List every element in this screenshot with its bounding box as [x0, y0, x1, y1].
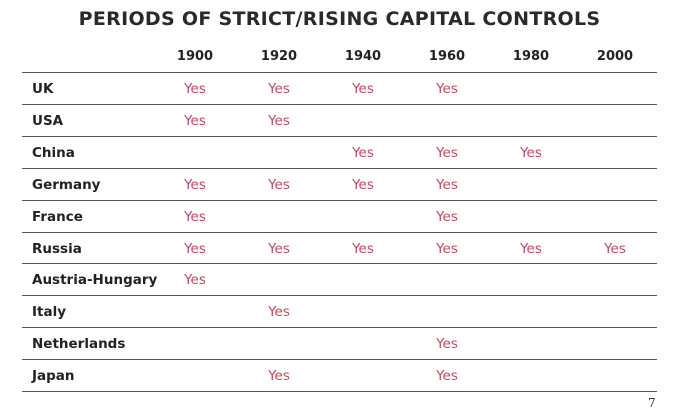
- cell-value: Yes: [352, 176, 374, 193]
- cell-value: Yes: [184, 81, 206, 97]
- row-label: Austria-Hungary: [32, 272, 158, 289]
- row-line: [22, 200, 657, 201]
- cell-value: Yes: [436, 208, 458, 225]
- row-label: China: [32, 144, 75, 161]
- cell-value: Yes: [184, 112, 206, 129]
- cell-value: Yes: [436, 240, 458, 257]
- row-line: [22, 104, 657, 105]
- row-line: [22, 263, 657, 264]
- title: PERIODS OF STRICT/RISING CAPITAL CONTROL…: [78, 8, 601, 30]
- cell-value: Yes: [352, 81, 374, 97]
- cell-value: Yes: [352, 240, 374, 257]
- cell-value: Yes: [352, 144, 374, 161]
- cell-value: Yes: [184, 176, 206, 193]
- row-label: UK: [32, 81, 54, 97]
- cell-value: Yes: [268, 176, 290, 193]
- row-label: France: [32, 208, 83, 225]
- page-number: 7: [648, 396, 656, 410]
- row-line: [22, 168, 657, 169]
- column-header: 1900: [176, 49, 214, 64]
- cell-value: Yes: [268, 368, 290, 385]
- column-header: 1980: [512, 49, 550, 64]
- cell-value: Yes: [184, 240, 206, 257]
- column-header: 1940: [344, 49, 382, 64]
- row-label: Russia: [32, 240, 82, 257]
- cell-value: Yes: [520, 144, 542, 161]
- cell-value: Yes: [520, 240, 542, 257]
- cell-value: Yes: [268, 304, 290, 321]
- row-label: Italy: [32, 304, 67, 321]
- cell-value: Yes: [436, 81, 458, 97]
- cell-value: Yes: [268, 240, 290, 257]
- column-header: 1920: [260, 49, 298, 64]
- cell-value: Yes: [604, 240, 626, 257]
- row-line: [22, 391, 657, 392]
- row-line: [22, 136, 657, 137]
- row-label: Japan: [32, 368, 75, 385]
- row-line: [22, 232, 657, 233]
- cell-value: Yes: [436, 144, 458, 161]
- row-label: USA: [32, 112, 64, 129]
- cell-value: Yes: [436, 176, 458, 193]
- cell-value: Yes: [268, 112, 290, 129]
- cell-value: Yes: [436, 368, 458, 385]
- cell-value: Yes: [184, 272, 206, 289]
- column-header: 2000: [596, 49, 634, 64]
- row-line: [22, 295, 657, 296]
- row-label: Netherlands: [32, 336, 126, 353]
- cell-value: Yes: [268, 81, 290, 97]
- cell-value: Yes: [436, 336, 458, 353]
- column-header: 1960: [428, 49, 466, 64]
- row-line: [22, 72, 657, 73]
- row-line: [22, 327, 657, 328]
- cell-value: Yes: [184, 208, 206, 225]
- row-label: Germany: [32, 176, 101, 193]
- row-line: [22, 359, 657, 360]
